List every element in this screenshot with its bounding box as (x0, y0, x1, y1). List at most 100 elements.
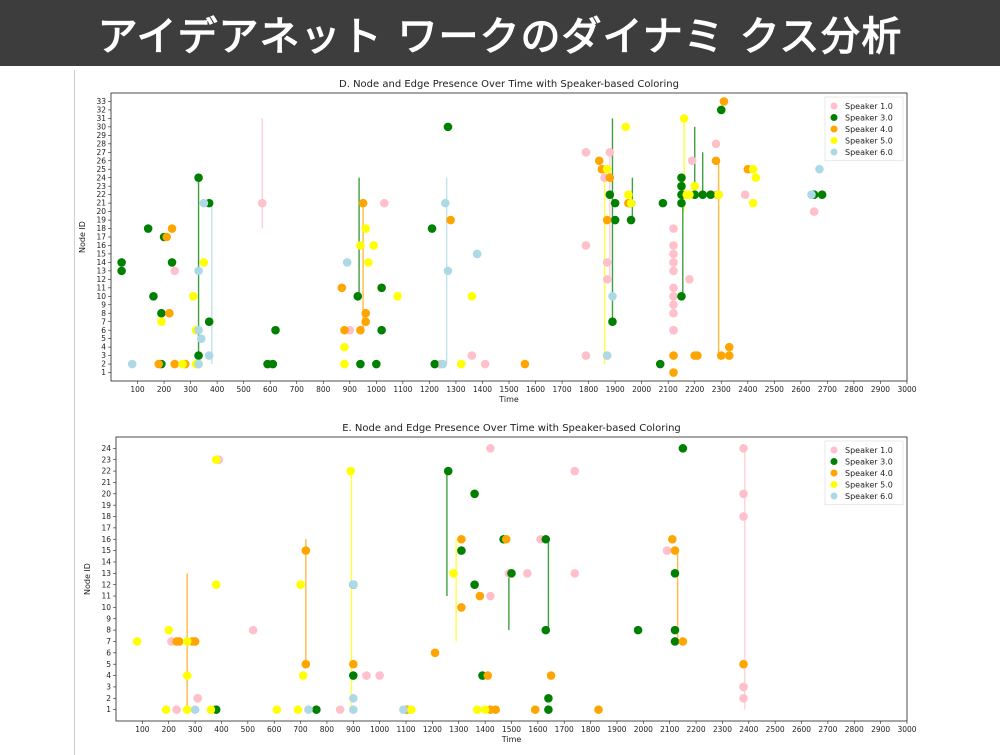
data-point (293, 705, 303, 714)
data-point (470, 580, 479, 589)
y-axis-label: Node ID (83, 563, 92, 595)
y-tick-label: 2 (101, 360, 106, 369)
legend-label: Speaker 5.0 (845, 481, 893, 490)
y-tick-label: 12 (101, 580, 111, 589)
y-tick-label: 6 (106, 648, 111, 657)
data-point (501, 534, 511, 544)
data-point (706, 190, 715, 199)
data-point (724, 351, 734, 360)
y-tick-label: 10 (96, 292, 106, 301)
chart-title: D. Node and Edge Presence Over Time with… (339, 79, 679, 90)
data-point (658, 198, 668, 208)
data-point (167, 258, 177, 267)
data-point (669, 308, 678, 318)
data-point (677, 198, 686, 208)
data-point (443, 122, 453, 132)
data-point (546, 671, 556, 680)
legend-label: Speaker 4.0 (845, 469, 893, 478)
legend-label: Speaker 5.0 (845, 137, 893, 146)
data-point (457, 534, 466, 544)
data-point (716, 105, 726, 115)
x-tick-label: 1100 (396, 725, 415, 734)
data-point (678, 637, 688, 646)
data-point (624, 190, 633, 199)
x-tick-label: 1300 (449, 725, 468, 734)
data-point (716, 351, 726, 360)
x-tick-label: 1500 (499, 385, 518, 394)
y-tick-label: 23 (96, 182, 106, 191)
data-point (204, 351, 214, 360)
y-tick-label: 11 (101, 592, 111, 601)
data-point (669, 266, 678, 276)
data-point (165, 308, 174, 318)
data-point (117, 266, 126, 276)
data-point (457, 546, 466, 555)
legend-marker (830, 481, 838, 488)
y-tick-label: 3 (101, 351, 106, 360)
data-point (809, 207, 819, 216)
y-tick-label: 33 (96, 97, 106, 106)
data-point (523, 569, 532, 578)
data-point (199, 258, 209, 267)
data-point (361, 308, 371, 318)
y-tick-label: 14 (96, 258, 106, 267)
data-point (342, 258, 352, 267)
data-point (669, 249, 678, 259)
y-tick-label: 18 (101, 512, 111, 521)
data-point (815, 164, 824, 174)
legend-marker (830, 458, 838, 465)
x-tick-label: 200 (162, 725, 177, 734)
data-point (739, 693, 748, 703)
data-point (204, 317, 214, 327)
y-tick-label: 18 (96, 224, 106, 233)
data-point (605, 190, 615, 199)
data-point (427, 224, 437, 233)
x-tick-label: 400 (214, 725, 229, 734)
x-tick-label: 2400 (739, 725, 758, 734)
data-point (626, 215, 636, 225)
data-point (751, 173, 761, 183)
data-point (377, 283, 386, 293)
data-point (711, 139, 721, 149)
data-point (472, 705, 482, 714)
data-point (581, 351, 591, 360)
x-tick-label: 100 (135, 725, 150, 734)
data-point (608, 317, 617, 327)
y-tick-label: 20 (101, 489, 111, 498)
y-tick-label: 30 (96, 122, 106, 131)
x-axis-label: Time (498, 395, 519, 404)
data-point (190, 705, 200, 714)
x-tick-label: 2700 (818, 725, 837, 734)
data-point (361, 317, 371, 327)
x-tick-label: 2200 (687, 725, 706, 734)
y-tick-label: 3 (106, 683, 111, 692)
data-point (301, 546, 311, 555)
data-point (379, 198, 389, 208)
data-point (693, 351, 702, 360)
legend-marker (830, 102, 838, 110)
legend-label: Speaker 4.0 (845, 125, 893, 134)
x-axis-label: Time (501, 735, 522, 744)
x-tick-label: 1000 (370, 725, 389, 734)
data-point (486, 591, 495, 601)
data-point (677, 173, 686, 183)
data-point (132, 637, 142, 646)
data-point (719, 97, 729, 106)
data-point (393, 291, 402, 301)
data-point (353, 291, 363, 301)
y-tick-label: 20 (96, 207, 106, 216)
y-tick-label: 17 (101, 523, 111, 532)
data-point (669, 241, 678, 250)
data-point (480, 705, 490, 714)
data-point (669, 351, 678, 360)
data-point (127, 359, 137, 369)
data-point (194, 325, 203, 335)
data-point (248, 625, 258, 635)
data-point (196, 334, 206, 343)
x-tick-label: 2200 (685, 385, 704, 394)
data-point (602, 164, 612, 174)
data-point (211, 455, 221, 465)
data-point (480, 359, 490, 369)
data-point (541, 534, 551, 544)
plot-frame (115, 436, 908, 722)
